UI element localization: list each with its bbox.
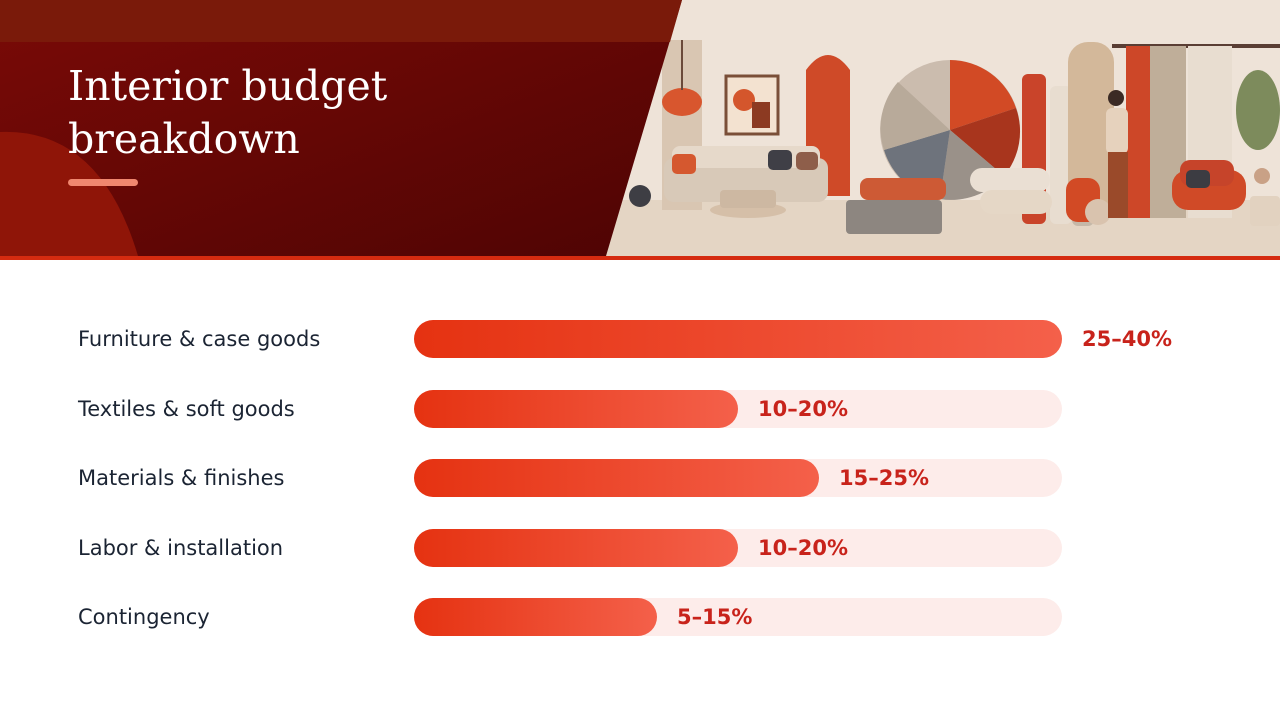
bar: [414, 320, 1062, 358]
category-label: Contingency: [78, 605, 210, 629]
bar: [414, 598, 657, 636]
category-label: Furniture & case goods: [78, 327, 321, 351]
category-label: Textiles & soft goods: [78, 397, 295, 421]
header: Interior budget breakdown: [0, 0, 1280, 256]
value-label: 10–20%: [758, 397, 848, 421]
value-label: 15–25%: [839, 466, 929, 490]
page-title: Interior budget breakdown: [68, 62, 388, 163]
budget-bar-chart: Furniture & case goods 25–40% Textiles & s…: [0, 260, 1280, 720]
bar: [414, 529, 738, 567]
value-label: 25–40%: [1082, 327, 1172, 351]
interior-illustration: [600, 0, 1280, 256]
value-label: 10–20%: [758, 536, 848, 560]
title-accent-line: [68, 179, 138, 186]
bar: [414, 390, 738, 428]
value-label: 5–15%: [677, 605, 753, 629]
bar: [414, 459, 819, 497]
header-panel: [0, 0, 682, 256]
category-label: Labor & installation: [78, 536, 284, 560]
header-divider: [0, 256, 1280, 260]
category-label: Materials & finishes: [78, 466, 285, 490]
